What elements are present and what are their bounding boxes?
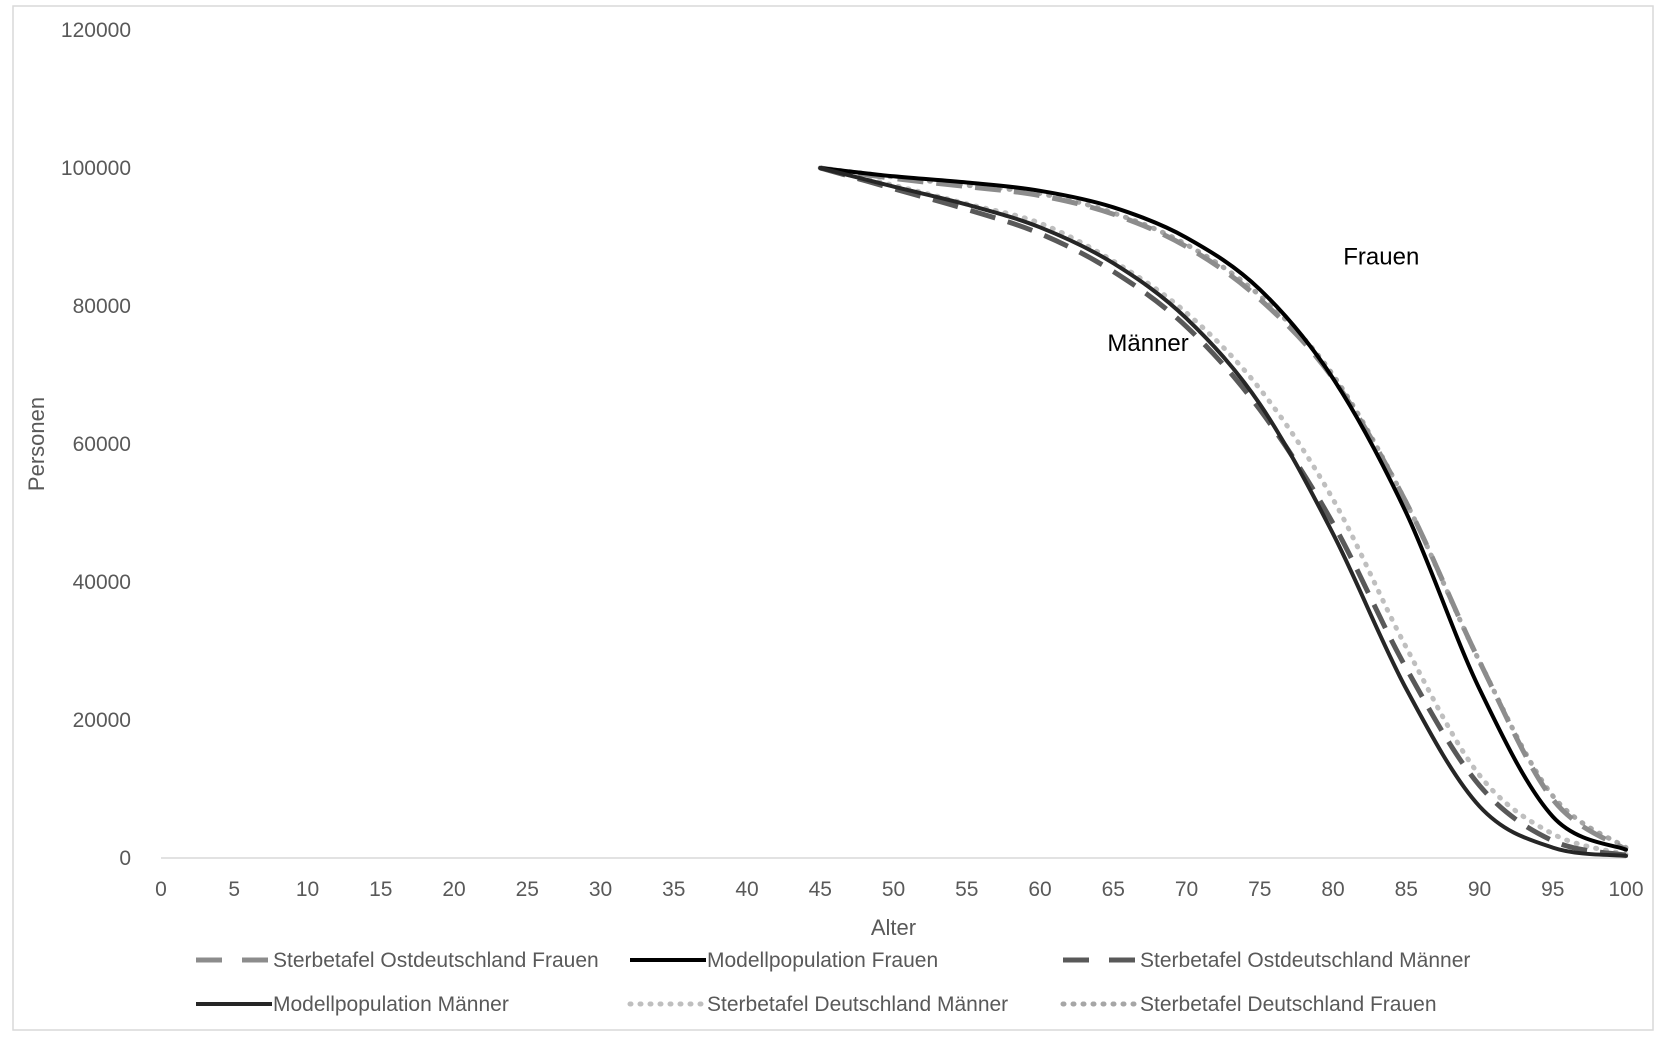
x-tick-label: 50 xyxy=(882,878,905,901)
axes: 0 20000 40000 60000 80000 100000 120000 0 5 10 15 2… xyxy=(24,19,1644,940)
x-tick-label: 95 xyxy=(1541,878,1564,901)
x-tick-label: 30 xyxy=(589,878,612,901)
x-tick-label: 35 xyxy=(662,878,685,901)
y-axis-title: Personen xyxy=(24,397,49,491)
x-tick-label: 40 xyxy=(735,878,758,901)
legend-label: Sterbetafel Deutschland Männer xyxy=(707,993,1008,1016)
x-tick-label: 10 xyxy=(296,878,319,901)
legend-label: Sterbetafel Ostdeutschland Frauen xyxy=(273,949,599,972)
legend: Sterbetafel Ostdeutschland Frauen Modellp… xyxy=(196,949,1470,1016)
x-tick-label: 65 xyxy=(1102,878,1125,901)
chart-border xyxy=(12,5,1654,1031)
x-tick-label: 0 xyxy=(155,878,167,901)
annotation-label: Männer xyxy=(1107,330,1188,357)
x-axis-title: Alter xyxy=(871,915,916,940)
x-tick-label: 85 xyxy=(1395,878,1418,901)
annotation-label: Frauen xyxy=(1343,244,1419,271)
legend-label: Sterbetafel Deutschland Frauen xyxy=(1140,993,1437,1016)
x-tick-label: 55 xyxy=(955,878,978,901)
series-line-0 xyxy=(819,165,1628,852)
annotations: Frauen Männer xyxy=(1107,244,1419,357)
x-tick-label: 20 xyxy=(442,878,465,901)
y-tick-label: 100000 xyxy=(61,157,131,180)
x-tick-label: 90 xyxy=(1468,878,1491,901)
series-line-5 xyxy=(817,165,1629,851)
x-tick-label: 75 xyxy=(1248,878,1271,901)
y-tick-label: 0 xyxy=(119,847,131,870)
legend-label: Modellpopulation Frauen xyxy=(707,949,938,972)
x-tick-label: 100 xyxy=(1608,878,1643,901)
series-line-1 xyxy=(818,166,1628,852)
series-line-3 xyxy=(818,166,1628,858)
y-tick-label: 120000 xyxy=(61,19,131,42)
series-line-2 xyxy=(819,165,1627,858)
legend-label: Sterbetafel Ostdeutschland Männer xyxy=(1140,949,1470,972)
x-tick-label: 15 xyxy=(369,878,392,901)
x-tick-label: 80 xyxy=(1321,878,1344,901)
y-tick-label: 60000 xyxy=(73,433,131,456)
x-tick-label: 25 xyxy=(516,878,539,901)
y-tick-label: 40000 xyxy=(73,571,131,594)
x-tick-label: 60 xyxy=(1028,878,1051,901)
x-tick-label: 70 xyxy=(1175,878,1198,901)
x-tick-label: 45 xyxy=(809,878,832,901)
legend-label: Modellpopulation Männer xyxy=(273,993,509,1016)
y-tick-label: 80000 xyxy=(73,295,131,318)
x-tick-label: 5 xyxy=(228,878,240,901)
series-lines xyxy=(817,165,1629,858)
y-tick-label: 20000 xyxy=(73,709,131,732)
